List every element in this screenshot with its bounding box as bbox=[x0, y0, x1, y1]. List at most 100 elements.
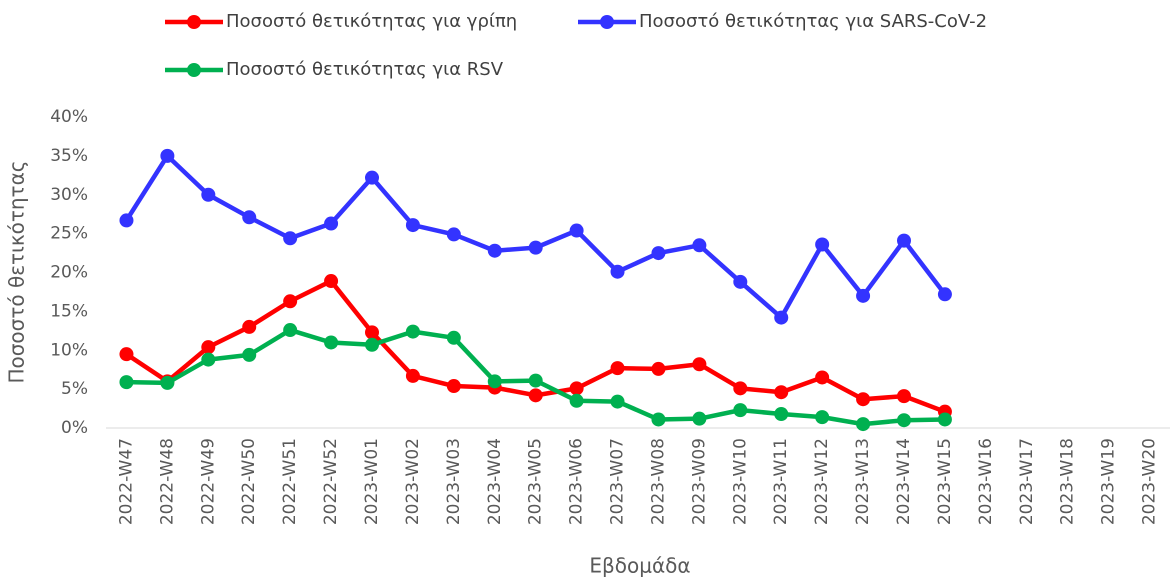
data-point bbox=[569, 393, 584, 408]
y-axis-title: Ποσοστό θετικότητας bbox=[5, 160, 29, 383]
x-tick-label: 2023-W11 bbox=[771, 438, 791, 525]
data-point bbox=[283, 231, 298, 246]
data-point bbox=[405, 368, 420, 383]
data-point bbox=[692, 357, 707, 372]
x-tick-label: 2023-W19 bbox=[1099, 438, 1119, 525]
data-point bbox=[324, 274, 339, 289]
y-tick-label: 30% bbox=[50, 185, 88, 205]
data-point bbox=[242, 347, 257, 362]
y-tick-label: 35% bbox=[50, 146, 88, 166]
data-point bbox=[283, 323, 298, 338]
data-point bbox=[815, 370, 830, 385]
data-point bbox=[365, 170, 379, 185]
x-tick-label: 2023-W08 bbox=[648, 438, 668, 525]
data-point bbox=[815, 410, 830, 425]
data-point bbox=[528, 240, 543, 255]
data-point bbox=[160, 375, 175, 390]
data-point bbox=[446, 379, 461, 394]
data-point bbox=[856, 288, 871, 303]
x-tick-label: 2023-W17 bbox=[1017, 438, 1037, 525]
y-tick-label: 5% bbox=[61, 379, 88, 399]
x-axis-title: Εβδομάδα bbox=[589, 554, 690, 578]
x-tick-label: 2022-W49 bbox=[198, 438, 218, 525]
data-point bbox=[733, 403, 748, 418]
data-point bbox=[569, 223, 584, 238]
x-tick-label: 2023-W03 bbox=[444, 438, 464, 525]
data-point bbox=[733, 274, 748, 289]
data-point bbox=[569, 381, 584, 396]
data-point bbox=[651, 361, 666, 376]
data-point bbox=[610, 361, 625, 376]
x-tick-label: 2023-W07 bbox=[608, 438, 628, 525]
y-tick-label: 15% bbox=[50, 301, 88, 321]
data-point bbox=[324, 216, 339, 231]
legend-label: Ποσοστό θετικότητας για SARS-CoV-2 bbox=[639, 11, 987, 32]
data-point bbox=[405, 218, 420, 233]
x-tick-label: 2022-W51 bbox=[280, 438, 300, 525]
legend-marker bbox=[600, 15, 614, 29]
data-point bbox=[446, 227, 461, 242]
data-point bbox=[897, 233, 911, 248]
data-point bbox=[487, 243, 502, 258]
data-point bbox=[242, 210, 257, 225]
legend-label: Ποσοστό θετικότητας για RSV bbox=[226, 59, 504, 80]
x-tick-label: 2023-W15 bbox=[935, 438, 955, 525]
x-tick-label: 2023-W04 bbox=[485, 438, 505, 525]
data-point bbox=[160, 148, 175, 163]
data-point bbox=[610, 264, 625, 279]
x-tick-label: 2023-W16 bbox=[976, 438, 996, 525]
x-tick-label: 2023-W09 bbox=[689, 438, 709, 525]
data-point bbox=[774, 385, 789, 400]
data-point bbox=[692, 238, 707, 253]
data-point bbox=[937, 412, 952, 427]
legend-label: Ποσοστό θετικότητας για γρίπη bbox=[226, 11, 517, 32]
series-line bbox=[124, 153, 947, 320]
x-tick-label: 2022-W50 bbox=[239, 438, 259, 525]
data-point bbox=[119, 375, 134, 390]
x-tick-label: 2023-W12 bbox=[812, 438, 832, 525]
data-point bbox=[897, 389, 911, 404]
x-tick-label: 2023-W14 bbox=[894, 438, 914, 525]
y-tick-label: 0% bbox=[61, 418, 88, 438]
legend-marker bbox=[187, 63, 201, 77]
x-tick-label: 2023-W05 bbox=[526, 438, 546, 525]
data-point bbox=[733, 381, 748, 396]
data-point bbox=[119, 347, 134, 362]
y-tick-label: 10% bbox=[50, 340, 88, 360]
data-point bbox=[487, 374, 502, 389]
data-point bbox=[405, 324, 420, 339]
x-tick-label: 2022-W48 bbox=[157, 438, 177, 525]
data-point bbox=[201, 187, 216, 202]
y-tick-label: 25% bbox=[50, 224, 88, 244]
data-point bbox=[365, 325, 379, 340]
data-point bbox=[446, 330, 461, 345]
x-tick-label: 2023-W02 bbox=[403, 438, 423, 525]
x-tick-label: 2022-W52 bbox=[321, 438, 341, 525]
data-point bbox=[201, 340, 216, 355]
data-point bbox=[242, 319, 257, 334]
x-tick-label: 2023-W18 bbox=[1058, 438, 1078, 525]
x-tick-label: 2023-W01 bbox=[362, 438, 382, 525]
x-tick-label: 2023-W13 bbox=[853, 438, 873, 525]
data-point bbox=[856, 417, 871, 432]
data-point bbox=[774, 407, 789, 422]
x-tick-label: 2023-W06 bbox=[567, 438, 587, 525]
data-point bbox=[815, 237, 830, 252]
data-point bbox=[651, 246, 666, 261]
data-point bbox=[528, 373, 543, 388]
data-point bbox=[937, 287, 952, 302]
data-point bbox=[283, 294, 298, 309]
x-tick-label: 2022-W47 bbox=[116, 438, 136, 525]
data-point bbox=[324, 335, 339, 350]
x-tick-label: 2023-W20 bbox=[1140, 438, 1160, 525]
data-point bbox=[897, 413, 911, 428]
data-point bbox=[201, 352, 216, 367]
data-point bbox=[528, 388, 543, 403]
x-tick-label: 2023-W10 bbox=[730, 438, 750, 525]
data-point bbox=[610, 394, 625, 409]
data-point bbox=[692, 411, 707, 426]
y-tick-label: 40% bbox=[50, 107, 88, 127]
data-point bbox=[365, 337, 379, 352]
data-point bbox=[119, 213, 134, 228]
